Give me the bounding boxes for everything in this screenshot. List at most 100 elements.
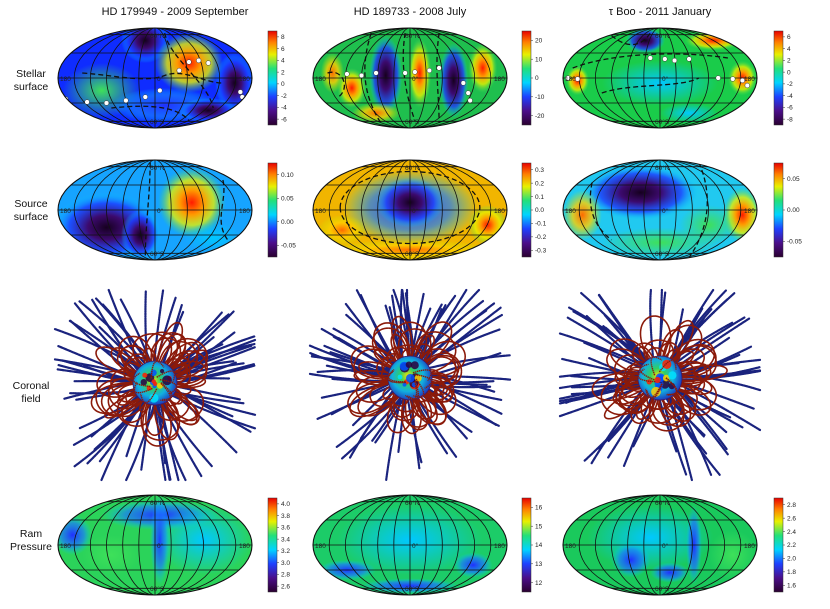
- meridian-line: [409, 495, 427, 595]
- map-outline: [57, 494, 253, 596]
- open-field-line: [344, 302, 398, 369]
- colorbar-tick-label: 0.00: [787, 207, 800, 214]
- front-loop: [159, 379, 178, 395]
- colorbar-tick-label: 2.0: [787, 556, 796, 563]
- coronal-field-panel: [558, 288, 762, 482]
- track-dot: [739, 77, 746, 84]
- open-field-line: [107, 288, 144, 372]
- closed-field-loop: [166, 360, 208, 388]
- meridian-line: [328, 495, 411, 595]
- colorbar-tick-label: 2.8: [787, 502, 796, 509]
- row-label-source: Source surface: [0, 198, 62, 224]
- colorbar-gradient: [773, 162, 784, 258]
- meridian-line: [154, 28, 188, 128]
- colorbar: 0.3 0.2 0.1 0.0 -0.1 -0.2 -0.3: [521, 162, 547, 258]
- map-label-lon-right: 180: [494, 208, 505, 215]
- closed-field-loop: [95, 346, 146, 380]
- map-outline: [562, 27, 758, 129]
- map-label-lon-left: 180: [315, 76, 326, 83]
- map-blob: [369, 35, 403, 116]
- open-field-line: [399, 288, 404, 364]
- open-field-line: [167, 342, 257, 373]
- meridian-line: [154, 495, 172, 595]
- closed-field-loop: [414, 379, 457, 416]
- map-label-lon-right: 180: [494, 76, 505, 83]
- meridian-line: [122, 495, 156, 595]
- track-dot: [686, 56, 692, 62]
- meridian-line: [659, 28, 693, 128]
- open-field-line: [152, 289, 165, 367]
- meridian-line: [328, 160, 411, 260]
- map-fill: [58, 160, 252, 260]
- track-dot: [123, 97, 129, 104]
- closed-field-loop: [155, 322, 183, 371]
- map-outline: [57, 159, 253, 261]
- track-dot: [715, 75, 721, 81]
- meridian-line: [409, 28, 443, 128]
- map-label-lon-left: 180: [60, 208, 71, 215]
- meridian-line: [659, 28, 677, 128]
- colorbar-tick-label: 3.6: [281, 525, 290, 532]
- meridian-line: [659, 28, 709, 128]
- open-field-line: [348, 386, 397, 459]
- closed-field-loop: [674, 364, 728, 382]
- meridian-line: [393, 160, 411, 260]
- closed-field-loop: [142, 347, 158, 370]
- contour-line: [144, 162, 151, 258]
- map-outline: [312, 159, 508, 261]
- colorbar-tick-label: 8: [281, 34, 285, 41]
- map-label-south: 60°S: [150, 250, 165, 258]
- closed-field-loop: [153, 395, 179, 441]
- closed-field-loop: [667, 381, 712, 416]
- star-spot: [662, 359, 672, 369]
- meridian-line: [154, 495, 237, 595]
- colorbar-tick-label: 0.05: [281, 195, 294, 202]
- front-loops: [387, 369, 433, 401]
- meridian-line: [73, 28, 156, 128]
- map-label-equator: 0°: [412, 207, 419, 215]
- map-blob: [184, 222, 243, 253]
- map-fill: [563, 495, 757, 595]
- map-label-equator: 0°: [157, 75, 164, 83]
- front-loop: [637, 368, 656, 383]
- colorbar-gradient: [267, 162, 278, 258]
- closed-field-loop: [90, 381, 145, 415]
- column-title-1: HD 179949 - 2009 September: [101, 6, 249, 18]
- track-dot: [467, 97, 473, 104]
- row-label-line: surface: [13, 211, 49, 223]
- map-panel: 60°N 0° 60°S 180 180: [312, 27, 508, 129]
- closed-field-loop: [358, 361, 397, 379]
- open-field-line: [409, 394, 421, 470]
- closed-field-loop: [412, 334, 435, 367]
- meridian-line: [154, 160, 237, 260]
- meridian-line: [627, 28, 661, 128]
- map-panel: 60°N 0° 60°S 180 180: [562, 27, 758, 129]
- open-field-line: [125, 399, 157, 482]
- front-loop: [160, 382, 172, 402]
- colorbar-tick-label: 2.6: [281, 583, 290, 590]
- map-label-lon-left: 180: [565, 208, 576, 215]
- meridian-line: [659, 495, 677, 595]
- colorbar-tick-label: 3.2: [281, 548, 290, 555]
- map-label-lon-left: 180: [565, 76, 576, 83]
- meridian-line: [106, 495, 156, 595]
- closed-field-loop: [353, 369, 396, 383]
- colorbar-tick-label: 0.10: [281, 172, 294, 179]
- front-loop: [650, 356, 663, 376]
- graticule: [563, 495, 757, 595]
- closed-field-loops: [90, 322, 208, 447]
- map-label-south: 60°S: [405, 250, 420, 258]
- coronal-field-panel: [308, 288, 512, 482]
- colorbar: 2.8 2.6 2.4 2.2 2.0 1.8 1.6: [773, 497, 796, 593]
- row-label-coronal: Coronal field: [0, 380, 62, 406]
- row-label-line: Pressure: [9, 541, 52, 553]
- colorbar: 0.05 0.00 -0.05: [773, 162, 802, 258]
- colorbar-gradient: [773, 497, 784, 593]
- colorbar-tick-label: -10: [535, 94, 545, 101]
- coronal-field-panel: [53, 288, 257, 482]
- map-label-equator: 0°: [157, 207, 164, 215]
- colorbar-tick-label: 0.00: [281, 219, 294, 226]
- map-panel: 60°N 0° 60°S 180 180: [312, 494, 508, 596]
- open-field-line: [341, 392, 405, 460]
- track-dot: [84, 99, 90, 105]
